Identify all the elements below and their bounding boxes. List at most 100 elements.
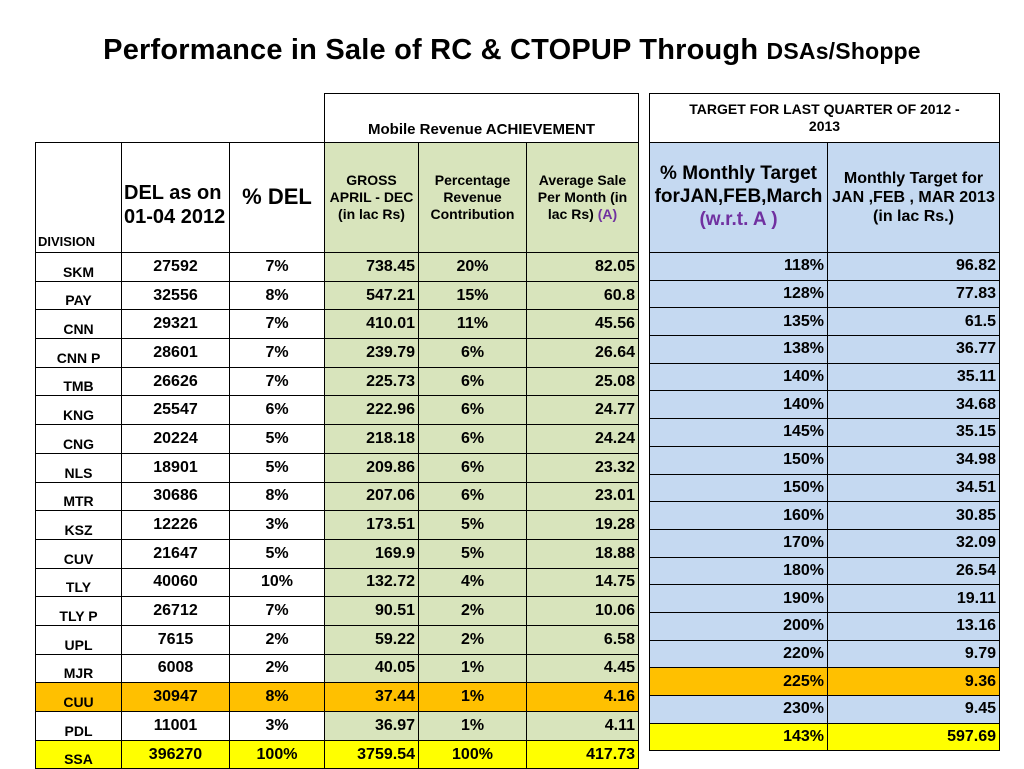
pct-del-cell: 7% — [229, 252, 325, 282]
gross-cell: 207.06 — [324, 481, 419, 512]
pct-rev-cell: 6% — [418, 481, 527, 512]
del-cell: 11001 — [121, 711, 230, 741]
target-pct-cell: 140% — [649, 362, 828, 392]
target-pct-cell: 160% — [649, 501, 828, 530]
del-header: DEL as on 01-04 2012 — [121, 142, 230, 253]
division-cell: PDL — [35, 711, 122, 741]
division-cell: KNG — [35, 395, 122, 426]
avg-sale-cell: 18.88 — [526, 538, 639, 569]
avg-sale-cell: 4.16 — [526, 682, 639, 712]
pct-rev-cell: 1% — [418, 653, 527, 684]
pct-del-cell: 2% — [229, 624, 325, 655]
target-cell: 597.69 — [827, 722, 1000, 752]
table-row: 140% 35.11 — [649, 362, 1000, 392]
table-row: 143% 597.69 — [649, 722, 1000, 752]
target-pct-cell: 230% — [649, 695, 828, 724]
page-title: Performance in Sale of RC & CTOPUP Throu… — [0, 34, 1024, 67]
table-row: 225% 9.36 — [649, 667, 1000, 696]
target-pct-cell: 118% — [649, 252, 828, 281]
pct-del-cell: 7% — [229, 309, 325, 340]
pct-rev-cell: 2% — [418, 624, 527, 655]
gross-cell: 90.51 — [324, 596, 419, 626]
avg-sale-cell: 60.8 — [526, 280, 639, 311]
table-row: 138% 36.77 — [649, 335, 1000, 364]
pct-del-cell: 3% — [229, 711, 325, 741]
table-row: UPL 7615 2% 59.22 2% 6.58 — [35, 624, 639, 655]
target-cell: 35.11 — [827, 362, 1000, 392]
table-row: 145% 35.15 — [649, 418, 1000, 447]
avg-sale-cell: 19.28 — [526, 510, 639, 540]
division-cell: MJR — [35, 653, 122, 684]
del-cell: 396270 — [121, 739, 230, 769]
division-cell: CNN — [35, 309, 122, 340]
gross-cell: 40.05 — [324, 653, 419, 684]
table-row: CUV 21647 5% 169.9 5% 18.88 — [35, 538, 639, 569]
target-pct-cell: 170% — [649, 528, 828, 558]
monthly-target-header: Monthly Target for JAN ,FEB , MAR 2013 (… — [827, 142, 1000, 253]
pct-rev-cell: 6% — [418, 424, 527, 454]
pct-del-cell: 3% — [229, 510, 325, 540]
pct-del-cell: 10% — [229, 567, 325, 598]
target-pct-cell: 128% — [649, 279, 828, 309]
division-cell: CUV — [35, 538, 122, 569]
gross-cell: 209.86 — [324, 452, 419, 483]
monthly-target-pct-header: % Monthly Target forJAN,FEB,March (w.r.t… — [649, 142, 828, 253]
avg-sale-cell: 26.64 — [526, 338, 639, 368]
avg-sale-cell: 25.08 — [526, 366, 639, 397]
pct-del-cell: 5% — [229, 538, 325, 569]
target-cell: 26.54 — [827, 556, 1000, 586]
page-title-suffix: DSAs/Shoppe — [766, 38, 921, 64]
pct-rev-cell: 15% — [418, 280, 527, 311]
table-row: 128% 77.83 — [649, 279, 1000, 309]
target-cell: 13.16 — [827, 611, 1000, 641]
pct-del-header: % DEL — [229, 142, 325, 253]
table-row: 220% 9.79 — [649, 639, 1000, 669]
division-header: DIVISION — [35, 142, 122, 253]
target-group-header: TARGET FOR LAST QUARTER OF 2012 - 2013 — [649, 93, 1000, 143]
table-row: 230% 9.45 — [649, 695, 1000, 724]
del-cell: 18901 — [121, 452, 230, 483]
del-cell: 26712 — [121, 596, 230, 626]
target-pct-cell: 140% — [649, 390, 828, 420]
target-cell: 30.85 — [827, 501, 1000, 530]
gross-cell: 59.22 — [324, 624, 419, 655]
pct-del-cell: 6% — [229, 395, 325, 426]
achievement-group-header: Mobile Revenue ACHIEVEMENT — [324, 93, 639, 143]
target-pct-cell: 143% — [649, 722, 828, 752]
pct-rev-cell: 1% — [418, 711, 527, 741]
division-cell: SSA — [35, 739, 122, 769]
pct-del-cell: 7% — [229, 596, 325, 626]
division-cell: UPL — [35, 624, 122, 655]
pct-rev-cell: 20% — [418, 252, 527, 282]
target-cell: 34.51 — [827, 473, 1000, 503]
pct-del-cell: 5% — [229, 452, 325, 483]
table-row: TLY P 26712 7% 90.51 2% 10.06 — [35, 596, 639, 626]
table-row: 118% 96.82 — [649, 252, 1000, 281]
del-cell: 21647 — [121, 538, 230, 569]
del-cell: 12226 — [121, 510, 230, 540]
del-cell: 30947 — [121, 682, 230, 712]
del-cell: 20224 — [121, 424, 230, 454]
pct-rev-cell: 4% — [418, 567, 527, 598]
pct-del-cell: 8% — [229, 682, 325, 712]
division-cell: CNN P — [35, 338, 122, 368]
del-cell: 26626 — [121, 366, 230, 397]
gross-cell: 547.21 — [324, 280, 419, 311]
target-pct-cell: 220% — [649, 639, 828, 669]
avg-sale-cell: 82.05 — [526, 252, 639, 282]
table-row: CNN P 28601 7% 239.79 6% 26.64 — [35, 338, 639, 368]
gross-cell: 173.51 — [324, 510, 419, 540]
del-cell: 25547 — [121, 395, 230, 426]
avg-sale-cell: 4.45 — [526, 653, 639, 684]
gross-cell: 3759.54 — [324, 739, 419, 769]
table-row: MJR 6008 2% 40.05 1% 4.45 — [35, 653, 639, 684]
pct-rev-cell: 1% — [418, 682, 527, 712]
page-title-main: Performance in Sale of RC & CTOPUP Throu… — [103, 34, 767, 66]
pct-del-cell: 8% — [229, 280, 325, 311]
header-spacer — [36, 94, 325, 143]
del-cell: 40060 — [121, 567, 230, 598]
table-row: SKM 27592 7% 738.45 20% 82.05 — [35, 252, 639, 282]
pct-rev-cell: 100% — [418, 739, 527, 769]
del-cell: 28601 — [121, 338, 230, 368]
gross-cell: 225.73 — [324, 366, 419, 397]
